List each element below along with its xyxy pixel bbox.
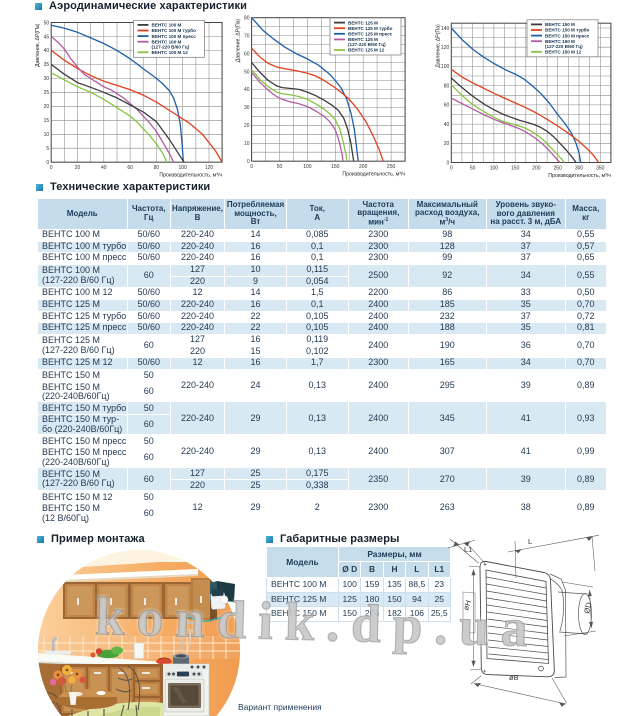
svg-text:30: 30 — [44, 76, 50, 82]
svg-text:Производительность, м³/ч: Производительность, м³/ч — [342, 172, 405, 178]
svg-text:10: 10 — [244, 141, 250, 147]
svg-text:350: 350 — [596, 166, 605, 172]
svg-text:20: 20 — [44, 104, 50, 110]
svg-text:Производительность, м³/ч: Производительность, м³/ч — [159, 173, 222, 179]
svg-text:60: 60 — [444, 103, 450, 109]
svg-text:150: 150 — [511, 166, 520, 172]
svg-text:(127-220 В/60 Гц): (127-220 В/60 Гц) — [545, 44, 583, 49]
svg-text:ВЕНТС 150 М турбо: ВЕНТС 150 М турбо — [545, 27, 590, 33]
svg-text:250: 250 — [387, 164, 396, 170]
svg-text:25: 25 — [44, 90, 50, 96]
svg-text:øH: øH — [461, 599, 473, 611]
svg-text:60: 60 — [244, 51, 250, 57]
svg-text:100: 100 — [179, 165, 188, 171]
svg-text:120: 120 — [441, 45, 450, 51]
svg-text:0: 0 — [46, 160, 49, 166]
svg-text:øB: øB — [509, 673, 519, 682]
svg-text:L: L — [528, 537, 532, 546]
svg-text:150: 150 — [331, 164, 340, 170]
svg-text:ВЕНТС 150 М 12: ВЕНТС 150 М 12 — [545, 50, 582, 55]
svg-text:30: 30 — [244, 105, 250, 111]
svg-text:250: 250 — [554, 166, 563, 172]
svg-text:50: 50 — [44, 20, 50, 26]
svg-text:100: 100 — [303, 164, 312, 170]
svg-text:20: 20 — [244, 123, 250, 129]
svg-text:40: 40 — [244, 87, 250, 93]
svg-text:40: 40 — [444, 122, 450, 128]
svg-text:ВЕНТС 100 М турбо: ВЕНТС 100 М турбо — [152, 27, 197, 33]
svg-text:(127-220 В/60 Гц): (127-220 В/60 Гц) — [348, 42, 386, 47]
svg-text:Давление, ΔР(Па): Давление, ΔР(Па) — [236, 18, 242, 62]
svg-text:5: 5 — [46, 146, 49, 152]
svg-text:Давление, ΔР(Па): Давление, ΔР(Па) — [435, 24, 441, 68]
svg-text:50: 50 — [277, 164, 283, 170]
svg-text:15: 15 — [44, 118, 50, 124]
svg-text:0: 0 — [450, 166, 453, 172]
svg-text:ВЕНТС 150 М: ВЕНТС 150 М — [545, 39, 575, 44]
svg-text:0: 0 — [50, 165, 53, 171]
svg-text:ВЕНТС 150 М: ВЕНТС 150 М — [545, 22, 575, 27]
svg-text:ВЕНТС 125 М: ВЕНТС 125 М — [348, 37, 378, 42]
svg-text:(127-220 В/60 Гц): (127-220 В/60 Гц) — [152, 44, 190, 49]
svg-text:300: 300 — [575, 166, 584, 172]
svg-text:L1: L1 — [464, 545, 472, 554]
svg-text:100: 100 — [441, 64, 450, 70]
svg-text:20: 20 — [444, 141, 450, 147]
svg-text:0: 0 — [250, 164, 253, 170]
svg-text:50: 50 — [244, 69, 250, 75]
svg-text:ВЕНТС 125 М пресс: ВЕНТС 125 М пресс — [348, 32, 393, 37]
svg-text:80: 80 — [444, 83, 450, 89]
svg-text:70: 70 — [244, 33, 250, 39]
svg-text:40: 40 — [44, 48, 50, 54]
svg-text:0: 0 — [447, 160, 450, 166]
svg-text:20: 20 — [75, 165, 81, 171]
svg-text:ВЕНТС 150 М пресс: ВЕНТС 150 М пресс — [545, 33, 590, 38]
svg-text:35: 35 — [44, 62, 50, 68]
svg-text:200: 200 — [359, 164, 368, 170]
svg-text:ØD: ØD — [582, 601, 593, 614]
svg-text:80: 80 — [154, 165, 160, 171]
svg-text:120: 120 — [205, 165, 214, 171]
svg-text:ВЕНТС 100 М пресс: ВЕНТС 100 М пресс — [152, 34, 197, 39]
svg-text:80: 80 — [244, 16, 250, 22]
svg-text:40: 40 — [101, 165, 107, 171]
svg-text:ВЕНТС 125 М 12: ВЕНТС 125 М 12 — [348, 48, 385, 53]
svg-text:45: 45 — [44, 34, 50, 40]
svg-text:Производительность, м³/ч: Производительность, м³/ч — [548, 173, 611, 179]
svg-text:ВЕНТС 100 М 12: ВЕНТС 100 М 12 — [152, 50, 189, 55]
svg-text:ВЕНТС 125 М турбо: ВЕНТС 125 М турбо — [348, 25, 393, 31]
svg-text:50: 50 — [470, 166, 476, 172]
svg-text:0: 0 — [247, 159, 250, 165]
svg-text:Давление, ΔР(Па): Давление, ΔР(Па) — [35, 23, 41, 67]
svg-text:10: 10 — [44, 132, 50, 138]
svg-text:200: 200 — [532, 166, 541, 172]
svg-text:ВЕНТС 100 М: ВЕНТС 100 М — [152, 39, 182, 44]
svg-text:ВЕНТС 100 М: ВЕНТС 100 М — [152, 23, 182, 28]
svg-text:140: 140 — [441, 26, 450, 32]
svg-text:ВЕНТС 125 М: ВЕНТС 125 М — [348, 20, 378, 25]
svg-text:100: 100 — [490, 166, 499, 172]
svg-text:60: 60 — [127, 165, 133, 171]
